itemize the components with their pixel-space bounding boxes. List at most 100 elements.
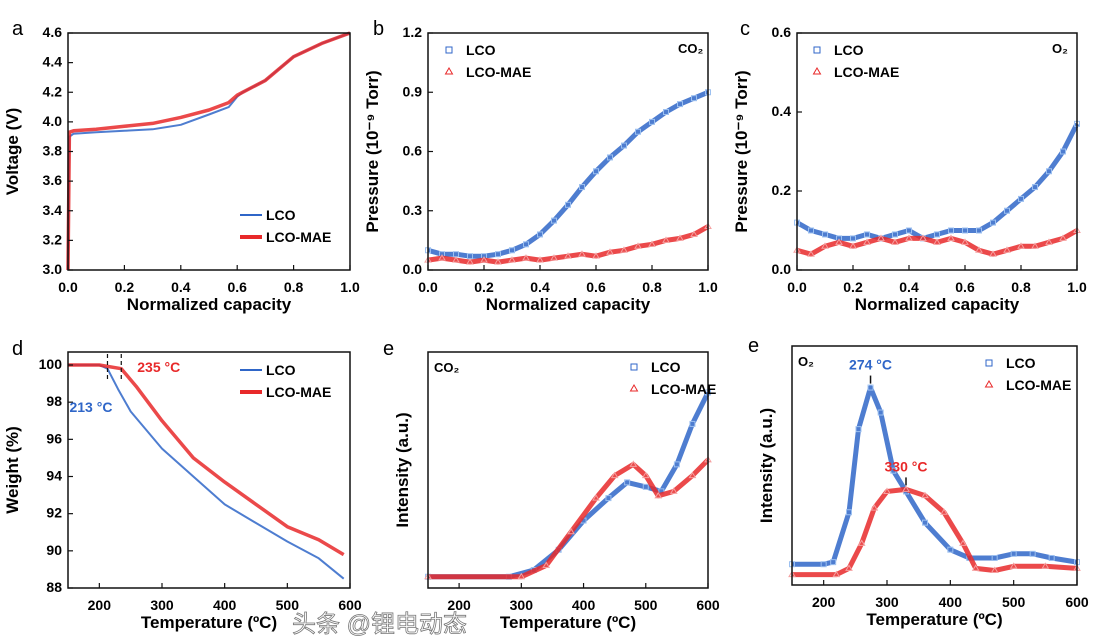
y-tick-label: 88 — [46, 579, 62, 595]
data-point-LCO-MAE — [1045, 238, 1053, 245]
data-point-LCO-MAE — [578, 250, 586, 257]
data-point-LCO-MAE — [1017, 242, 1025, 249]
x-tick-label: 500 — [1002, 594, 1026, 610]
data-point-LCO — [551, 217, 557, 224]
panel-letter: c — [740, 18, 750, 40]
x-tick-label: 0.2 — [474, 279, 494, 295]
legend-label: LCO-MAE — [266, 384, 331, 400]
annotation-label: 274 °C — [849, 357, 892, 373]
data-point-LCO-MAE — [902, 485, 910, 492]
y-axis-label: Pressure (10⁻⁹ Torr) — [363, 70, 382, 232]
x-tick-label: 200 — [812, 594, 836, 610]
data-point-LCO-MAE — [669, 487, 678, 494]
data-point-LCO-MAE — [564, 252, 572, 259]
data-point-LCO-MAE — [940, 508, 948, 515]
y-axis-label: Pressure (10⁻⁹ Torr) — [732, 70, 751, 232]
x-tick-label: 400 — [213, 597, 237, 613]
y-tick-label: 90 — [46, 542, 62, 558]
gas-label: CO₂ — [434, 360, 460, 375]
data-point-LCO-MAE — [877, 234, 885, 241]
data-point-LCO — [808, 227, 814, 234]
data-point-LCO — [892, 231, 898, 238]
data-point-LCO-MAE — [1031, 242, 1039, 249]
x-tick-label: 1.0 — [698, 279, 718, 295]
data-point-LCO-MAE — [592, 252, 600, 259]
x-tick-label: 200 — [447, 597, 471, 613]
data-point-LCO-MAE — [567, 527, 575, 535]
panel-letter: d — [12, 338, 23, 360]
x-tick-label: 0.4 — [899, 279, 919, 295]
legend-label: LCO-MAE — [466, 64, 531, 80]
data-point-LCO-MAE — [592, 494, 600, 501]
legend-label: LCO — [834, 42, 864, 58]
data-point-LCO — [830, 559, 837, 566]
series-line-LCO — [428, 391, 711, 580]
x-tick-label: 0.0 — [787, 279, 807, 295]
data-point-LCO-MAE — [662, 236, 670, 243]
annotation-label: 330 °C — [885, 458, 928, 474]
data-point-LCO-MAE — [606, 248, 614, 255]
x-tick-label: 200 — [88, 597, 112, 613]
x-tick-label: 0.6 — [955, 279, 975, 295]
plot-frame — [791, 345, 1078, 586]
legend-marker-triangle — [984, 380, 994, 388]
data-point-LCO — [990, 219, 996, 226]
series-line-LCO — [427, 89, 709, 259]
series-line-LCO-MAE — [792, 486, 1078, 578]
data-point-LCO-MAE — [933, 238, 941, 245]
data-point-LCO-MAE — [494, 258, 502, 265]
data-point-LCO-MAE — [536, 256, 544, 263]
data-point-LCO-MAE — [857, 539, 866, 546]
data-point-LCO — [890, 467, 897, 474]
data-point-LCO-MAE — [863, 238, 871, 245]
data-point-LCO-MAE — [883, 487, 891, 494]
x-tick-label: 500 — [276, 597, 300, 613]
y-tick-label: 0.4 — [772, 103, 792, 119]
x-tick-label: 300 — [875, 594, 899, 610]
data-point-LCO — [677, 101, 683, 108]
legend-label: LCO-MAE — [266, 229, 331, 245]
series-line-LCO-MAE — [427, 224, 710, 265]
data-point-LCO-MAE — [654, 491, 663, 499]
legend-label: LCO-MAE — [834, 64, 899, 80]
data-point-LCO — [689, 420, 696, 427]
x-tick-label: 0.8 — [284, 279, 304, 295]
data-point-LCO-MAE — [550, 254, 558, 261]
y-tick-label: 0.3 — [403, 202, 423, 218]
y-tick-label: 3.0 — [43, 261, 63, 277]
legend-label: LCO-MAE — [651, 381, 716, 397]
data-point-LCO-MAE — [1003, 246, 1011, 253]
data-point-LCO-MAE — [676, 234, 684, 241]
data-point-LCO-MAE — [947, 234, 955, 241]
data-point-LCO-MAE — [870, 504, 879, 511]
data-point-LCO-MAE — [688, 471, 697, 479]
data-point-LCO-MAE — [438, 254, 446, 261]
series-line-LCO — [795, 122, 1080, 241]
data-point-LCO — [864, 231, 870, 238]
data-point-LCO — [906, 227, 912, 234]
data-point-LCO — [1046, 168, 1052, 175]
legend-label: LCO — [466, 42, 496, 58]
gas-label: O₂ — [798, 354, 814, 369]
data-point-LCO-MAE — [522, 254, 530, 261]
gas-label: O₂ — [1052, 41, 1068, 56]
panel-letter: b — [373, 18, 384, 40]
data-point-LCO — [1032, 184, 1038, 191]
data-point-LCO-MAE — [1041, 562, 1050, 569]
panel-2: c0.0 0.2 0.4 0.6 0.8 1.00.00.20.40.6Normalize… — [732, 18, 1087, 314]
series-line-LCO-MAE — [796, 228, 1079, 257]
legend-marker-square — [445, 46, 453, 54]
y-tick-label: 4.0 — [43, 113, 63, 129]
x-tick-label: 400 — [939, 594, 963, 610]
data-point-LCO — [495, 251, 501, 258]
annotation-label: 213 °C — [69, 399, 112, 415]
legend-marker-triangle — [812, 67, 822, 75]
plot-frame — [796, 32, 1078, 271]
data-point-LCO — [691, 95, 697, 102]
data-point-LCO-MAE — [1059, 234, 1067, 241]
data-point-LCO — [822, 231, 828, 238]
data-point-LCO-MAE — [690, 230, 698, 237]
legend-label: LCO — [266, 207, 296, 223]
data-point-LCO — [934, 231, 940, 238]
